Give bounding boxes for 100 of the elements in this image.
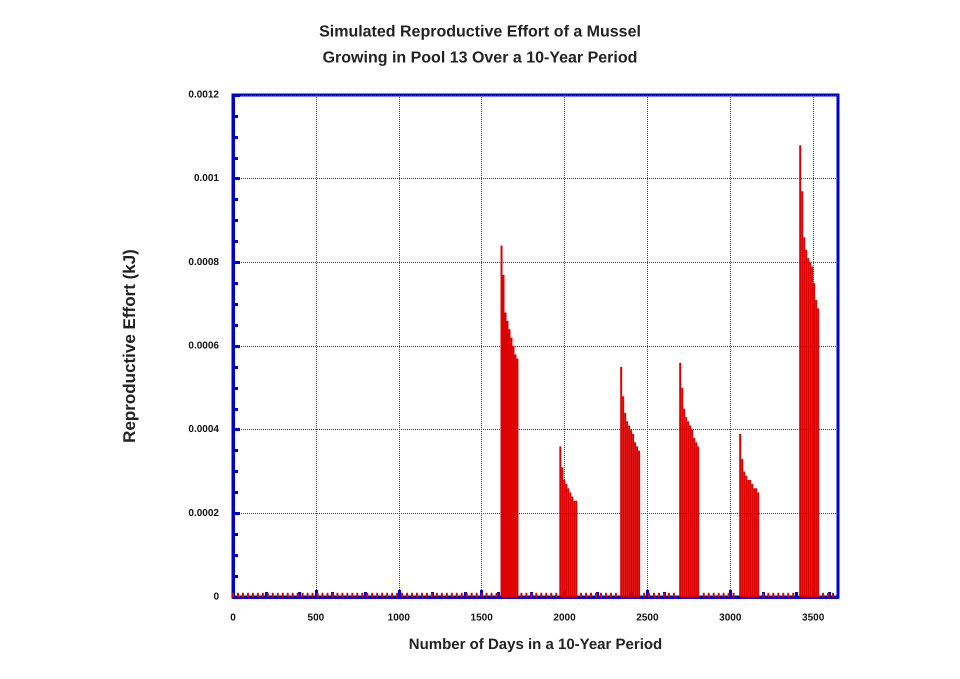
bar [559,446,562,597]
bar [614,592,617,597]
bar [550,592,552,597]
bar [653,592,656,597]
bar [772,592,774,597]
bar [436,592,438,597]
bar [630,430,632,597]
bar [326,592,328,597]
bar [636,446,638,597]
bar [232,592,234,597]
bar [787,592,790,597]
bar [351,592,354,597]
bar [276,592,279,597]
bar [590,592,592,597]
bar [832,592,834,597]
bar [672,592,675,597]
bar [306,592,309,597]
bar [272,592,274,597]
bar [420,592,423,597]
bar [500,246,503,597]
bar [282,592,284,597]
y-axis-title: Reproductive Effort (kJ) [120,249,139,443]
bar [411,592,414,597]
bar [371,592,374,597]
bar [346,592,348,597]
bar [749,480,752,597]
bar [747,480,750,597]
bar [540,592,542,597]
bar [401,592,404,597]
bar [755,488,758,597]
bar [520,592,522,597]
bar [691,430,694,597]
bar [679,362,682,597]
x-tick-label: 500 [308,612,325,624]
bar [792,592,794,597]
bar [406,592,408,597]
bar [751,484,754,597]
bar [648,592,650,597]
bar [252,592,254,597]
bar [490,592,493,597]
y-tick-label: 0 [213,592,220,602]
bar [396,592,398,597]
x-tick-label: 0 [230,612,236,624]
bar [600,592,602,597]
bar [689,425,692,597]
bar [757,492,760,597]
bar [767,592,770,597]
bar [242,592,244,597]
bar [286,592,289,597]
bar [580,592,582,597]
bar [292,592,294,597]
bar [782,592,784,597]
bar [712,592,715,597]
bar [573,500,576,597]
y-tick-label: 0.0002 [188,508,220,519]
x-tick-label: 1000 [388,612,410,624]
bar [555,592,558,597]
bar [695,442,698,597]
bar [753,488,756,597]
bar [316,592,319,597]
bar [426,592,428,597]
bar [732,592,735,597]
bar [446,592,448,597]
bar [718,592,720,597]
bar [777,592,780,597]
x-tick-label: 2000 [553,612,576,624]
bar [708,592,710,597]
bar [632,434,634,597]
bar [460,592,463,597]
bar [361,592,364,597]
y-tick-label: 0.0004 [188,424,220,436]
bar [356,592,358,597]
bar [569,492,572,597]
bar [571,496,574,597]
bar [739,434,742,597]
x-axis-title: Number of Days in a 10-Year Period [408,636,662,653]
bar [722,592,725,597]
bar [416,592,418,597]
bar [456,592,458,597]
bar [799,145,802,597]
bar [312,592,314,597]
bar [440,592,443,597]
bar [697,446,700,597]
bar [687,421,690,597]
bar [567,488,570,597]
bar [668,592,670,597]
bar [658,592,660,597]
bar [702,592,705,597]
bar [480,592,483,597]
bar [585,592,588,597]
bar [575,500,578,597]
bar [376,592,378,597]
bar [728,592,730,597]
bar [246,592,249,597]
bar [302,592,304,597]
bar [322,592,324,597]
bar [643,592,646,597]
bar [811,266,814,597]
bar [256,592,259,597]
bar [262,592,264,597]
